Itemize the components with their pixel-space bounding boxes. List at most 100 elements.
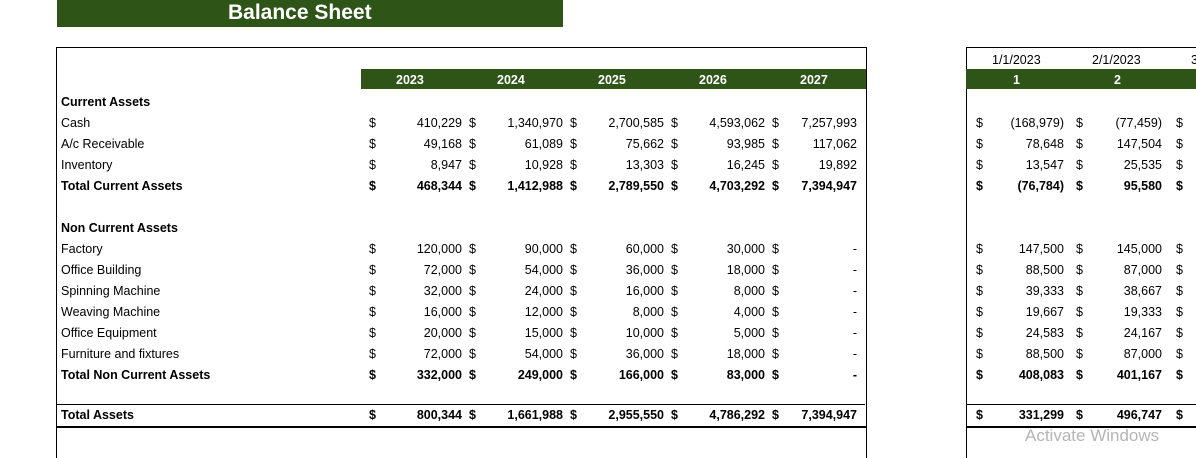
currency-symbol[interactable]: $ [772, 347, 779, 361]
row-label-total_current[interactable]: Total Current Assets [61, 179, 183, 193]
monthly-cell-cash-1[interactable]: (168,979) [1010, 116, 1064, 130]
monthly-cell-total_assets-1[interactable]: 331,299 [1018, 408, 1064, 422]
currency-symbol[interactable]: $ [469, 305, 476, 319]
currency-symbol[interactable]: $ [570, 137, 577, 151]
cell-office_building-2024[interactable]: 54,000 [524, 263, 563, 277]
currency-symbol[interactable]: $ [570, 368, 577, 382]
currency-symbol[interactable]: $ [469, 408, 476, 422]
period-header-2[interactable]: 2 [1114, 73, 1121, 87]
currency-symbol[interactable]: $ [469, 179, 476, 193]
section-non-current-assets[interactable]: Non Current Assets [61, 221, 178, 235]
cell-spinning-2027[interactable]: - [852, 284, 857, 298]
monthly-cell-spinning-1[interactable]: 39,333 [1025, 284, 1064, 298]
currency-symbol[interactable]: $ [976, 116, 983, 130]
currency-symbol[interactable]: $ [1076, 116, 1083, 130]
cell-office_equipment-2024[interactable]: 15,000 [524, 326, 563, 340]
cell-office_building-2027[interactable]: - [852, 263, 857, 277]
currency-symbol[interactable]: $ [1076, 305, 1083, 319]
currency-symbol[interactable]: $ [570, 284, 577, 298]
currency-symbol[interactable]: $ [1176, 116, 1183, 130]
currency-symbol[interactable]: $ [976, 408, 983, 422]
currency-symbol[interactable]: $ [369, 408, 376, 422]
currency-symbol[interactable]: $ [369, 116, 376, 130]
cell-total_non_current-2026[interactable]: 83,000 [726, 368, 765, 382]
currency-symbol[interactable]: $ [570, 305, 577, 319]
cell-cash-2025[interactable]: 2,700,585 [608, 116, 664, 130]
monthly-cell-total_non_current-1[interactable]: 408,083 [1018, 368, 1064, 382]
currency-symbol[interactable]: $ [369, 137, 376, 151]
monthly-cell-spinning-2[interactable]: 38,667 [1123, 284, 1162, 298]
cell-total_assets-2025[interactable]: 2,955,550 [608, 408, 664, 422]
currency-symbol[interactable]: $ [772, 284, 779, 298]
currency-symbol[interactable]: $ [1176, 347, 1183, 361]
currency-symbol[interactable]: $ [976, 368, 983, 382]
currency-symbol[interactable]: $ [369, 263, 376, 277]
currency-symbol[interactable]: $ [570, 158, 577, 172]
cell-weaving-2025[interactable]: 8,000 [632, 305, 664, 319]
currency-symbol[interactable]: $ [976, 137, 983, 151]
currency-symbol[interactable]: $ [671, 116, 678, 130]
date-header-3[interactable]: 3 [1191, 53, 1196, 67]
currency-symbol[interactable]: $ [369, 158, 376, 172]
monthly-cell-weaving-1[interactable]: 19,667 [1025, 305, 1064, 319]
cell-furniture-2024[interactable]: 54,000 [524, 347, 563, 361]
monthly-cell-office_equipment-2[interactable]: 24,167 [1123, 326, 1162, 340]
currency-symbol[interactable]: $ [671, 326, 678, 340]
cell-cash-2027[interactable]: 7,257,993 [801, 116, 857, 130]
currency-symbol[interactable]: $ [469, 263, 476, 277]
currency-symbol[interactable]: $ [671, 368, 678, 382]
currency-symbol[interactable]: $ [976, 305, 983, 319]
monthly-cell-ar-1[interactable]: 78,648 [1025, 137, 1064, 151]
currency-symbol[interactable]: $ [772, 116, 779, 130]
currency-symbol[interactable]: $ [469, 116, 476, 130]
currency-symbol[interactable]: $ [1076, 158, 1083, 172]
cell-spinning-2026[interactable]: 8,000 [733, 284, 765, 298]
currency-symbol[interactable]: $ [570, 263, 577, 277]
cell-cash-2023[interactable]: 410,229 [416, 116, 462, 130]
currency-symbol[interactable]: $ [1176, 137, 1183, 151]
monthly-cell-furniture-2[interactable]: 87,000 [1123, 347, 1162, 361]
monthly-cell-furniture-1[interactable]: 88,500 [1025, 347, 1064, 361]
currency-symbol[interactable]: $ [1176, 368, 1183, 382]
cell-total_non_current-2025[interactable]: 166,000 [618, 368, 664, 382]
cell-total_assets-2024[interactable]: 1,661,988 [507, 408, 563, 422]
period-header-1[interactable]: 1 [1013, 73, 1020, 87]
currency-symbol[interactable]: $ [772, 408, 779, 422]
cell-weaving-2026[interactable]: 4,000 [733, 305, 765, 319]
cell-inventory-2025[interactable]: 13,303 [625, 158, 664, 172]
currency-symbol[interactable]: $ [1176, 305, 1183, 319]
currency-symbol[interactable]: $ [976, 347, 983, 361]
currency-symbol[interactable]: $ [570, 179, 577, 193]
currency-symbol[interactable]: $ [469, 242, 476, 256]
currency-symbol[interactable]: $ [1176, 242, 1183, 256]
cell-spinning-2024[interactable]: 24,000 [524, 284, 563, 298]
cell-spinning-2023[interactable]: 32,000 [423, 284, 462, 298]
cell-ar-2025[interactable]: 75,662 [625, 137, 664, 151]
currency-symbol[interactable]: $ [369, 242, 376, 256]
monthly-cell-total_current-1[interactable]: (76,784) [1017, 179, 1064, 193]
currency-symbol[interactable]: $ [1076, 263, 1083, 277]
currency-symbol[interactable]: $ [469, 284, 476, 298]
currency-symbol[interactable]: $ [1176, 158, 1183, 172]
cell-cash-2024[interactable]: 1,340,970 [507, 116, 563, 130]
row-label-cash[interactable]: Cash [61, 116, 91, 130]
currency-symbol[interactable]: $ [1176, 326, 1183, 340]
currency-symbol[interactable]: $ [570, 408, 577, 422]
cell-weaving-2024[interactable]: 12,000 [524, 305, 563, 319]
cell-inventory-2027[interactable]: 19,892 [818, 158, 857, 172]
row-label-factory[interactable]: Factory [61, 242, 103, 256]
row-label-inventory[interactable]: Inventory [61, 158, 113, 172]
currency-symbol[interactable]: $ [671, 408, 678, 422]
cell-office_equipment-2025[interactable]: 10,000 [625, 326, 664, 340]
currency-symbol[interactable]: $ [772, 368, 779, 382]
currency-symbol[interactable]: $ [671, 179, 678, 193]
year-header-2025[interactable]: 2025 [598, 73, 626, 87]
year-header-2026[interactable]: 2026 [699, 73, 727, 87]
row-label-total_non_current[interactable]: Total Non Current Assets [61, 368, 211, 382]
cell-total_assets-2023[interactable]: 800,344 [416, 408, 462, 422]
cell-total_current-2024[interactable]: 1,412,988 [507, 179, 563, 193]
cell-inventory-2026[interactable]: 16,245 [726, 158, 765, 172]
currency-symbol[interactable]: $ [1076, 242, 1083, 256]
monthly-cell-total_assets-2[interactable]: 496,747 [1116, 408, 1162, 422]
cell-total_current-2023[interactable]: 468,344 [416, 179, 462, 193]
